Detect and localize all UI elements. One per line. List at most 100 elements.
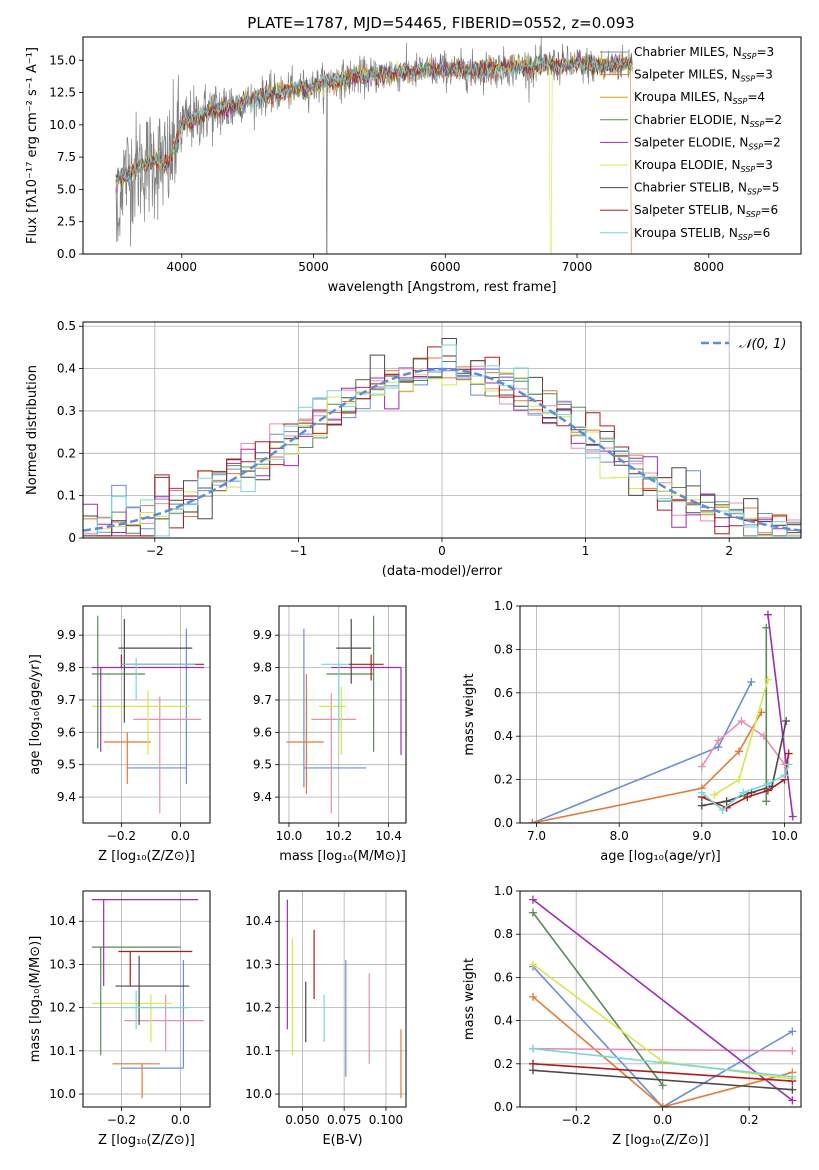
legend-tail: =3 (756, 45, 774, 59)
data-point-marker (788, 1085, 797, 1094)
y-tick-label: 9.5 (57, 758, 76, 772)
normal-distribution-curve (83, 367, 801, 532)
data-point-marker (697, 788, 706, 797)
legend-subscript: SSP (742, 52, 757, 61)
weight-vs-Z-plot-area (528, 895, 797, 1107)
legend-label: Salpeter ELODIE, N (634, 135, 748, 149)
data-spectrum-line (115, 37, 633, 254)
x-tick-label: −0.2 (107, 1113, 136, 1127)
x-tick-label: −0.2 (107, 829, 136, 843)
x-tick-label: 10.4 (375, 829, 402, 843)
legend-subscript: SSP (750, 120, 765, 129)
legend-subscript: SSP (747, 188, 762, 197)
legend-tail: =5 (762, 181, 780, 195)
axes-frame (519, 605, 802, 824)
legend-entry: Kroupa STELIB, NSSP=6 (634, 226, 770, 242)
legend-tail: =2 (764, 113, 782, 127)
data-point-marker (788, 1096, 797, 1105)
y-tick-label: 9.8 (253, 661, 272, 675)
legend-subscript: SSP (738, 233, 753, 242)
x-axis-label: Z [log₁₀(Z/Z⊙)] (98, 1133, 195, 1148)
legend-subscript: SSP (741, 165, 756, 174)
y-tick-label: 9.4 (253, 790, 272, 804)
data-point-marker (528, 908, 537, 917)
legend-subscript: SSP (748, 142, 763, 151)
axes-frame (278, 605, 407, 824)
y-tick-label: 10.0 (245, 1087, 272, 1101)
legend-label: Chabrier MILES, N (634, 45, 742, 59)
weight-vs-age-plot-area (528, 610, 797, 823)
y-axis-label: mass [log₁₀(M/M⊙)] (28, 936, 43, 1063)
y-tick-label: 9.6 (253, 725, 272, 739)
legend-label: Kroupa MILES, N (634, 90, 733, 104)
data-point-marker (718, 805, 727, 814)
data-point-marker (735, 747, 744, 756)
series-line (532, 996, 793, 1107)
data-point-marker (780, 771, 789, 780)
y-tick-label: 9.9 (253, 628, 272, 642)
axes-frame (82, 321, 802, 539)
data-point-marker (788, 1046, 797, 1055)
y-tick-label: 7.5 (57, 150, 76, 164)
x-axis-label: mass [log₁₀(M/M⊙)] (279, 849, 406, 864)
histogram-kroupa-stelib (83, 344, 801, 537)
series-line (532, 912, 664, 1086)
data-point-marker (528, 1059, 537, 1068)
y-tick-label: 0.2 (494, 773, 513, 787)
x-tick-label: 8.0 (610, 829, 629, 843)
y-axis-label: Flux [fλ10⁻¹⁷ erg cm⁻² s⁻¹ A⁻¹] (25, 47, 40, 244)
y-tick-label: 10.1 (49, 1044, 76, 1058)
y-tick-label: 1.0 (494, 884, 513, 898)
residuals-plot-area (83, 338, 801, 537)
series-line (532, 966, 793, 1107)
y-tick-label: 9.7 (57, 693, 76, 707)
legend-label: 𝒩(0, 1) (739, 337, 786, 352)
legend-subscript: SSP (733, 97, 748, 106)
legend-subscript: SSP (741, 75, 756, 84)
data-point-marker (658, 1103, 667, 1107)
y-tick-label: 0.4 (494, 729, 513, 743)
legend-entry: Kroupa ELODIE, NSSP=3 (634, 158, 773, 174)
x-axis-label: Z [log₁₀(Z/Z⊙)] (612, 1133, 709, 1148)
y-tick-label: 0.4 (57, 362, 76, 376)
x-tick-label: 5000 (298, 260, 329, 274)
y-tick-label: 0.0 (494, 816, 513, 830)
x-tick-label: 0.100 (369, 1113, 403, 1127)
y-tick-label: 0.2 (494, 1057, 513, 1071)
axes-frame (519, 890, 802, 1108)
legend-tail: =4 (747, 90, 765, 104)
data-point-marker (697, 762, 706, 771)
x-tick-label: 0.075 (327, 1113, 361, 1127)
y-tick-label: 0.8 (494, 927, 513, 941)
data-point-marker (528, 992, 537, 1001)
y-tick-label: 10.2 (245, 1001, 272, 1015)
y-tick-label: 9.5 (253, 758, 272, 772)
data-point-marker (528, 960, 537, 969)
chart-weight-vs-age: 7.0 8.0 9.0 10.0 0.0 0.2 0.4 0.6 0.8 1.0 age [log₁… (462, 599, 802, 864)
x-tick-label: 7000 (562, 260, 593, 274)
age-vs-mass-plot-area (286, 615, 402, 814)
data-point-marker (528, 1044, 537, 1053)
mass-vs-Z-plot-area (91, 899, 205, 1099)
x-axis-label: wavelength [Angstrom, rest frame] (328, 280, 557, 295)
y-tick-label: 10.0 (49, 118, 76, 132)
legend-entry: Salpeter ELODIE, NSSP=2 (634, 135, 781, 151)
data-point-marker (763, 610, 772, 619)
y-tick-label: 0.0 (494, 1100, 513, 1114)
y-tick-label: 10.1 (245, 1044, 272, 1058)
chart-age-vs-mass: 10.0 10.2 10.4 9.4 9.5 9.6 9.7 9.8 9.9 mass [log₁… (253, 605, 407, 864)
x-tick-label: 0 (438, 544, 446, 558)
data-point-marker (528, 895, 537, 904)
legend-entry: Chabrier MILES, NSSP=3 (634, 45, 774, 61)
legend-label: Kroupa STELIB, N (634, 226, 738, 240)
series-line (532, 898, 793, 1102)
y-tick-label: 9.8 (57, 661, 76, 675)
data-point-marker (697, 801, 706, 810)
x-tick-label: 0.0 (171, 1113, 190, 1127)
legend-tail: =6 (753, 226, 771, 240)
model-fit-kroupa-stelib (115, 53, 633, 184)
x-tick-label: 0.0 (171, 829, 190, 843)
data-point-marker (763, 675, 772, 684)
